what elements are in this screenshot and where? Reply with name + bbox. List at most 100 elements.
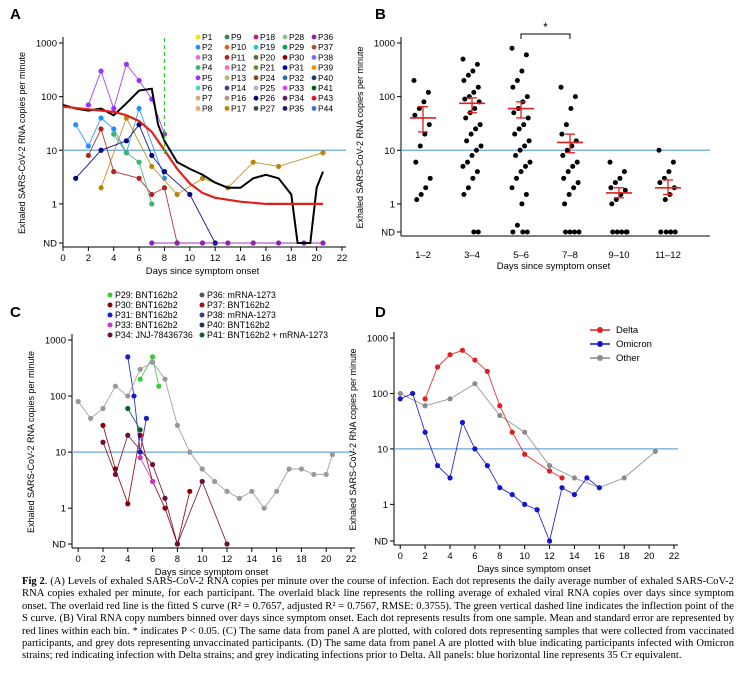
caption-lead: Fig 2 xyxy=(22,576,45,587)
unvaccinated-point xyxy=(137,366,143,372)
vaccinated-series-point xyxy=(112,471,118,478)
x-tick-label: 6 xyxy=(472,551,477,562)
y-axis-label: Exhaled SARS-CoV-2 RNA copies per minute xyxy=(17,52,27,234)
vaccinated-series-point xyxy=(137,427,143,433)
bin-point xyxy=(413,159,419,165)
unvaccinated-point xyxy=(323,471,329,478)
unvaccinated-point xyxy=(311,471,317,478)
legend-label-p41: P41 xyxy=(318,83,333,93)
bin-point xyxy=(522,143,528,149)
x-axis-label: Days since symptom onset xyxy=(497,261,611,272)
x-tick-label: 16 xyxy=(261,253,272,264)
legend-label-p10: P10 xyxy=(231,42,246,52)
legend-label-p4: P4 xyxy=(202,63,213,73)
x-tick-label: 2 xyxy=(86,253,91,264)
series-p17-point xyxy=(250,159,256,165)
unvaccinated-point xyxy=(187,449,193,455)
x-tick-label: 14 xyxy=(235,253,246,264)
legend-label-p34: P34 xyxy=(289,93,304,103)
x-tick-label: 6 xyxy=(136,253,141,264)
bin-point xyxy=(610,229,616,235)
series-p36-point xyxy=(225,240,231,246)
bin-point xyxy=(672,229,678,235)
legend-marker xyxy=(107,322,113,328)
legend-label-p12: P12 xyxy=(231,63,246,73)
strain-delta-point xyxy=(546,468,553,474)
bin-point xyxy=(656,147,662,153)
bin-point xyxy=(566,191,572,197)
bin-point xyxy=(523,52,529,58)
x-axis-label: Days since symptom onset xyxy=(477,564,591,575)
category-label: 7–8 xyxy=(562,250,578,261)
bin-point xyxy=(666,169,672,175)
unvaccinated-point xyxy=(88,415,94,421)
bin-point xyxy=(411,77,417,83)
bin-point xyxy=(461,191,467,197)
y-tick-label: 1000 xyxy=(367,334,388,345)
bin-point xyxy=(558,84,564,90)
bin-point xyxy=(519,201,525,207)
strain-delta-point xyxy=(484,368,490,374)
legend-label: P37: BNT162b2 xyxy=(207,300,270,310)
legend-label-p26: P26 xyxy=(260,93,275,103)
category-label: 1–2 xyxy=(415,250,431,261)
significance-bracket xyxy=(520,33,571,39)
strain-omicron-point xyxy=(509,491,515,498)
legend-marker xyxy=(199,302,205,308)
vaccinated-series-point xyxy=(125,354,131,360)
legend-marker-p10 xyxy=(224,44,230,50)
x-tick-label: 2 xyxy=(422,551,427,562)
legend-marker-p20 xyxy=(253,55,259,60)
legend-label: Other xyxy=(616,353,640,364)
bin-point xyxy=(571,185,577,191)
legend-marker xyxy=(597,355,603,361)
bin-point xyxy=(474,147,479,153)
y-tick-label: 1 xyxy=(390,199,395,210)
bin-point xyxy=(460,163,466,169)
x-tick-label: 0 xyxy=(398,551,403,562)
legend-label-p43: P43 xyxy=(318,93,333,103)
strain-omicron-point xyxy=(522,501,528,507)
legend-label-p29: P29 xyxy=(289,42,304,52)
series-p5-point xyxy=(136,77,142,84)
bin-point xyxy=(461,77,467,83)
legend-marker xyxy=(107,302,113,308)
unvaccinated-point xyxy=(298,466,304,472)
unvaccinated-point xyxy=(261,505,267,511)
legend-label-p40: P40 xyxy=(318,73,333,83)
bin-point xyxy=(462,96,468,102)
y-tick-label: 100 xyxy=(379,92,395,103)
series-p36-point xyxy=(275,240,282,246)
series-p2-point xyxy=(111,126,117,132)
bin-point xyxy=(460,56,466,62)
strain-other-point xyxy=(571,475,578,481)
strain-omicron-point xyxy=(459,419,466,426)
legend-marker xyxy=(199,322,205,328)
legend-marker-p7 xyxy=(195,95,201,101)
strain-other-point xyxy=(652,448,658,455)
y-tick-label: 1 xyxy=(61,504,66,515)
series-p42-point xyxy=(136,159,142,165)
series-p17-point xyxy=(98,185,104,191)
y-tick-label: 1 xyxy=(52,199,57,210)
series-p42-line xyxy=(113,133,153,205)
bin-point xyxy=(470,175,476,181)
vaccinated-series-point xyxy=(199,478,205,485)
bin-point xyxy=(568,106,574,112)
series-p42-point xyxy=(149,201,155,207)
series-p26-point xyxy=(73,175,79,181)
strain-delta-point xyxy=(447,352,453,358)
bin-point xyxy=(609,201,615,207)
legend-marker-p31 xyxy=(282,65,288,70)
x-tick-label: 4 xyxy=(111,253,116,264)
strain-omicron-point xyxy=(484,463,490,469)
bin-point xyxy=(527,159,533,165)
bin-point xyxy=(427,175,433,181)
legend-label-p7: P7 xyxy=(202,93,213,103)
y-tick-label: 100 xyxy=(41,92,57,103)
legend-label-p11: P11 xyxy=(231,52,246,62)
bin-point xyxy=(559,131,565,137)
legend-marker-p30 xyxy=(282,55,288,60)
legend-marker-p25 xyxy=(253,85,259,91)
